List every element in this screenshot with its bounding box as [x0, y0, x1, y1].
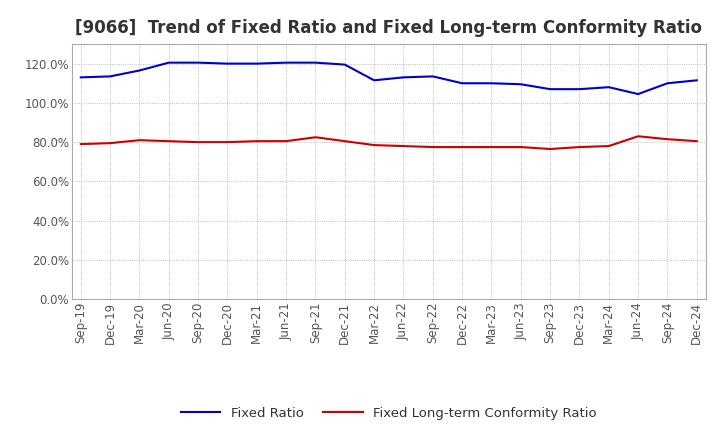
Fixed Long-term Conformity Ratio: [76, 142, 85, 147]
Fixed Long-term Conformity Ratio: [370, 143, 379, 148]
Fixed Long-term Conformity Ratio: [311, 135, 320, 140]
Fixed Ratio: [76, 75, 85, 80]
Fixed Long-term Conformity Ratio: [341, 139, 349, 144]
Fixed Long-term Conformity Ratio: [634, 134, 642, 139]
Fixed Ratio: [693, 78, 701, 83]
Fixed Long-term Conformity Ratio: [663, 136, 672, 142]
Fixed Long-term Conformity Ratio: [135, 138, 144, 143]
Fixed Ratio: [663, 81, 672, 86]
Fixed Ratio: [135, 68, 144, 73]
Fixed Long-term Conformity Ratio: [546, 147, 554, 152]
Fixed Long-term Conformity Ratio: [487, 144, 496, 150]
Title: [9066]  Trend of Fixed Ratio and Fixed Long-term Conformity Ratio: [9066] Trend of Fixed Ratio and Fixed Lo…: [76, 19, 702, 37]
Fixed Ratio: [487, 81, 496, 86]
Fixed Long-term Conformity Ratio: [693, 139, 701, 144]
Fixed Ratio: [370, 78, 379, 83]
Fixed Ratio: [605, 84, 613, 90]
Fixed Ratio: [516, 81, 525, 87]
Fixed Ratio: [311, 60, 320, 65]
Line: Fixed Long-term Conformity Ratio: Fixed Long-term Conformity Ratio: [81, 136, 697, 149]
Fixed Ratio: [282, 60, 290, 65]
Fixed Ratio: [106, 74, 114, 79]
Fixed Long-term Conformity Ratio: [194, 139, 202, 145]
Fixed Long-term Conformity Ratio: [575, 144, 584, 150]
Line: Fixed Ratio: Fixed Ratio: [81, 62, 697, 94]
Fixed Ratio: [458, 81, 467, 86]
Fixed Long-term Conformity Ratio: [282, 139, 290, 144]
Fixed Long-term Conformity Ratio: [164, 139, 173, 144]
Fixed Long-term Conformity Ratio: [458, 144, 467, 150]
Fixed Ratio: [253, 61, 261, 66]
Fixed Long-term Conformity Ratio: [605, 143, 613, 149]
Fixed Long-term Conformity Ratio: [516, 144, 525, 150]
Fixed Long-term Conformity Ratio: [223, 139, 232, 145]
Fixed Ratio: [634, 92, 642, 97]
Fixed Ratio: [341, 62, 349, 67]
Fixed Ratio: [399, 75, 408, 80]
Fixed Ratio: [194, 60, 202, 65]
Fixed Long-term Conformity Ratio: [399, 143, 408, 149]
Fixed Long-term Conformity Ratio: [253, 139, 261, 144]
Fixed Ratio: [428, 74, 437, 79]
Legend: Fixed Ratio, Fixed Long-term Conformity Ratio: Fixed Ratio, Fixed Long-term Conformity …: [175, 402, 603, 425]
Fixed Ratio: [164, 60, 173, 65]
Fixed Ratio: [575, 87, 584, 92]
Fixed Ratio: [223, 61, 232, 66]
Fixed Ratio: [546, 87, 554, 92]
Fixed Long-term Conformity Ratio: [106, 140, 114, 146]
Fixed Long-term Conformity Ratio: [428, 144, 437, 150]
